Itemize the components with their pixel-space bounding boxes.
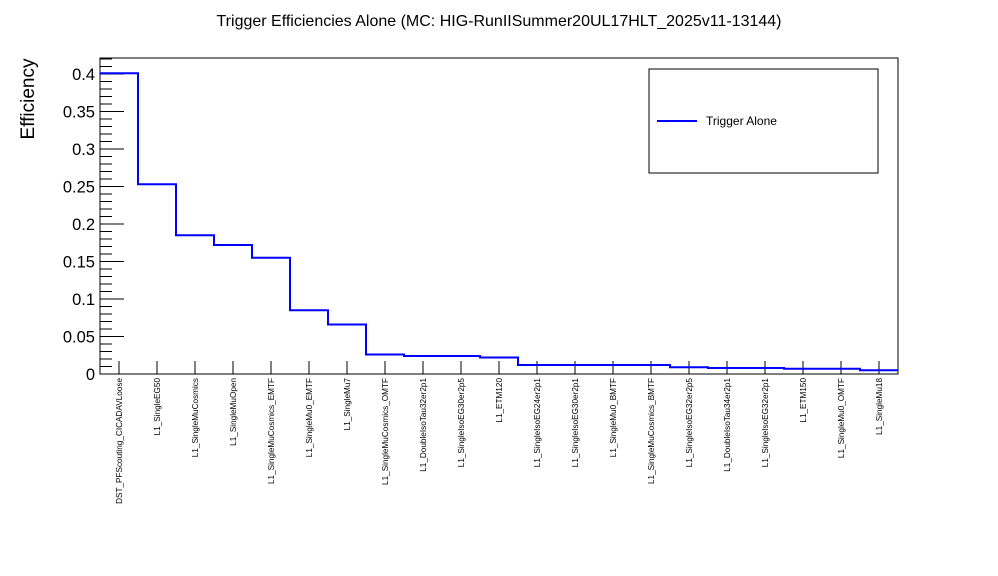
x-tick-label: DST_PFScouting_CICADAVLoose	[115, 378, 124, 504]
y-tick-label: 0.05	[63, 329, 95, 347]
x-tick-label: L1_SingleMu7	[343, 378, 352, 431]
x-tick-label: L1_SingleMu18	[875, 378, 884, 435]
x-tick-label: L1_SingleMuCosmics	[191, 378, 200, 457]
y-tick-label: 0.1	[72, 291, 95, 309]
x-tick-label: L1_SingleEG50	[153, 378, 162, 436]
x-axis: DST_PFScouting_CICADAVLoose L1_SingleEG50…	[115, 361, 884, 504]
x-tick-label: L1_SingleMuOpen	[229, 378, 238, 446]
legend-label-trigger-alone: Trigger Alone	[706, 114, 777, 128]
y-tick-label: 0.3	[72, 141, 95, 159]
x-tick-label: L1_DoubleIsoTau34er2p1	[723, 378, 732, 472]
y-axis-label: Efficiency	[18, 58, 39, 139]
y-tick-label: 0.2	[72, 216, 95, 234]
y-tick-label: 0	[86, 366, 95, 384]
x-tick-label: L1_SingleIsoEG30er2p5	[457, 378, 466, 468]
legend: Trigger Alone	[648, 68, 879, 174]
series-line-trigger-alone	[100, 72, 898, 372]
x-tick-label: L1_SingleIsoEG32er2p1	[761, 378, 770, 468]
x-tick-label: L1_SingleMuCosmics_OMTF	[381, 378, 390, 485]
y-axis: 0 0.05 0.1 0.15 0.2 0.25 0.3 0.35 0.4	[63, 58, 124, 384]
x-tick-label: L1_SingleIsoEG30er2p1	[571, 378, 580, 468]
x-tick-label: L1_SingleMuCosmics_BMTF	[647, 378, 656, 484]
x-tick-label: L1_ETM150	[799, 378, 808, 423]
x-tick-label: L1_DoubleIsoTau32er2p1	[419, 378, 428, 472]
x-tick-label: L1_SingleIsoEG24er2p1	[533, 378, 542, 468]
x-tick-label: L1_ETM120	[495, 378, 504, 423]
y-tick-label: 0.4	[72, 66, 95, 84]
chart-title: Trigger Efficiencies Alone (MC: HIG-RunI…	[217, 13, 782, 30]
x-tick-label: L1_SingleMu0_OMTF	[837, 378, 846, 458]
x-tick-label: L1_SingleMuCosmics_EMTF	[267, 378, 276, 484]
y-tick-label: 0.25	[63, 179, 95, 197]
x-tick-label: L1_SingleMu0_EMTF	[305, 378, 314, 457]
x-tick-label: L1_SingleMu0_BMTF	[609, 378, 618, 457]
y-tick-label: 0.35	[63, 104, 95, 122]
y-tick-label: 0.15	[63, 254, 95, 272]
x-tick-label: L1_SingleIsoEG32er2p5	[685, 378, 694, 468]
